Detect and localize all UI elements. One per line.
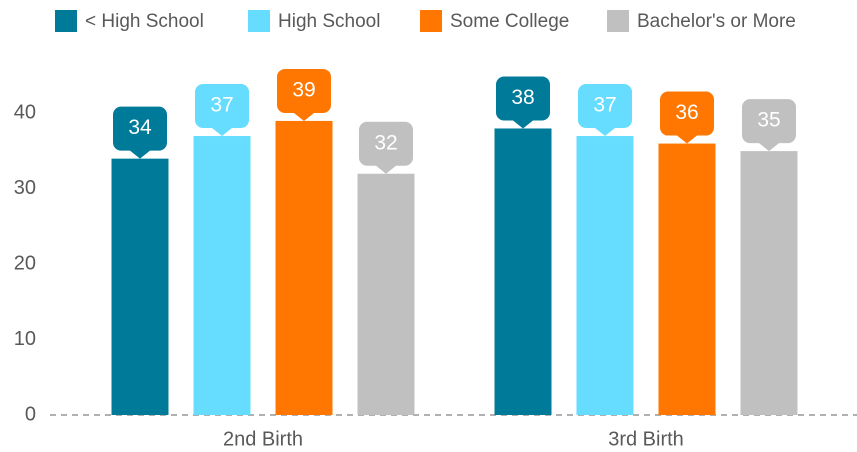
x-tick-label: 3rd Birth (608, 428, 684, 450)
value-label: 34 (128, 116, 152, 139)
value-label: 37 (593, 94, 616, 117)
value-callout (113, 106, 167, 159)
value-label: 37 (210, 94, 233, 117)
legend-label: < High School (85, 11, 204, 32)
bar (111, 158, 169, 415)
legend-label: Some College (450, 11, 569, 32)
legend-label: High School (278, 11, 380, 32)
y-tick-label: 40 (14, 102, 36, 124)
bar (494, 128, 552, 416)
legend-swatch (55, 10, 77, 32)
y-tick-label: 30 (14, 177, 36, 199)
bar (275, 120, 333, 415)
value-label: 35 (757, 109, 780, 132)
legend-label: Bachelor's or More (637, 11, 796, 32)
legend-swatch (248, 10, 270, 32)
x-tick-label: 2nd Birth (223, 428, 303, 450)
value-callout (277, 68, 331, 121)
bar (576, 136, 634, 415)
y-tick-label: 20 (14, 252, 36, 274)
value-label: 39 (292, 78, 315, 101)
legend-swatch (420, 10, 442, 32)
y-tick-label: 10 (14, 328, 36, 350)
value-callout (359, 121, 413, 174)
bar (658, 143, 716, 415)
value-label: 36 (675, 101, 698, 124)
y-tick-label: 0 (25, 403, 36, 425)
bar (193, 136, 251, 415)
value-label: 38 (511, 86, 534, 109)
value-callout (660, 91, 714, 144)
bar (357, 173, 415, 415)
value-callout (578, 84, 632, 137)
value-callout (742, 99, 796, 152)
bar (740, 151, 798, 415)
value-label: 32 (374, 131, 397, 154)
legend-swatch (607, 10, 629, 32)
value-callout (496, 76, 550, 129)
value-callout (195, 84, 249, 137)
